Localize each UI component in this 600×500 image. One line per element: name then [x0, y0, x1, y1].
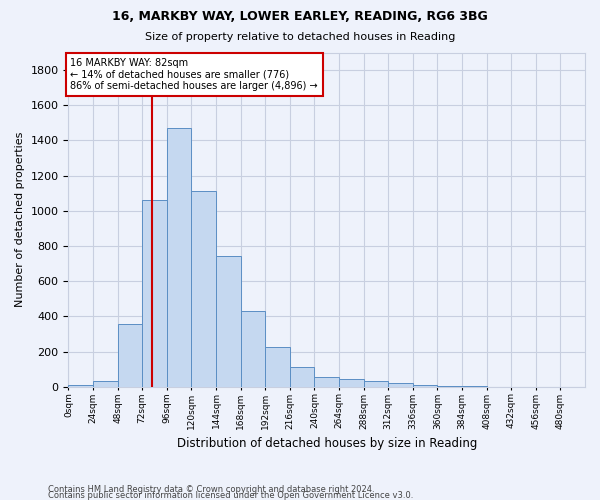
Bar [413, 385, 437, 386]
Bar [93, 380, 118, 386]
Text: 16 MARKBY WAY: 82sqm
← 14% of detached houses are smaller (776)
86% of semi-deta: 16 MARKBY WAY: 82sqm ← 14% of detached h… [70, 58, 318, 91]
Bar [241, 311, 265, 386]
Text: 16, MARKBY WAY, LOWER EARLEY, READING, RG6 3BG: 16, MARKBY WAY, LOWER EARLEY, READING, R… [112, 10, 488, 23]
Bar [314, 377, 339, 386]
Bar [265, 347, 290, 387]
Bar [118, 324, 142, 386]
Bar [339, 379, 364, 386]
Y-axis label: Number of detached properties: Number of detached properties [15, 132, 25, 308]
Bar [167, 128, 191, 386]
Bar [216, 256, 241, 386]
Text: Contains public sector information licensed under the Open Government Licence v3: Contains public sector information licen… [48, 490, 413, 500]
Bar [142, 200, 167, 386]
X-axis label: Distribution of detached houses by size in Reading: Distribution of detached houses by size … [176, 437, 477, 450]
Bar [68, 385, 93, 386]
Bar [388, 383, 413, 386]
Text: Size of property relative to detached houses in Reading: Size of property relative to detached ho… [145, 32, 455, 42]
Bar [191, 192, 216, 386]
Text: Contains HM Land Registry data © Crown copyright and database right 2024.: Contains HM Land Registry data © Crown c… [48, 484, 374, 494]
Bar [290, 368, 314, 386]
Bar [364, 382, 388, 386]
